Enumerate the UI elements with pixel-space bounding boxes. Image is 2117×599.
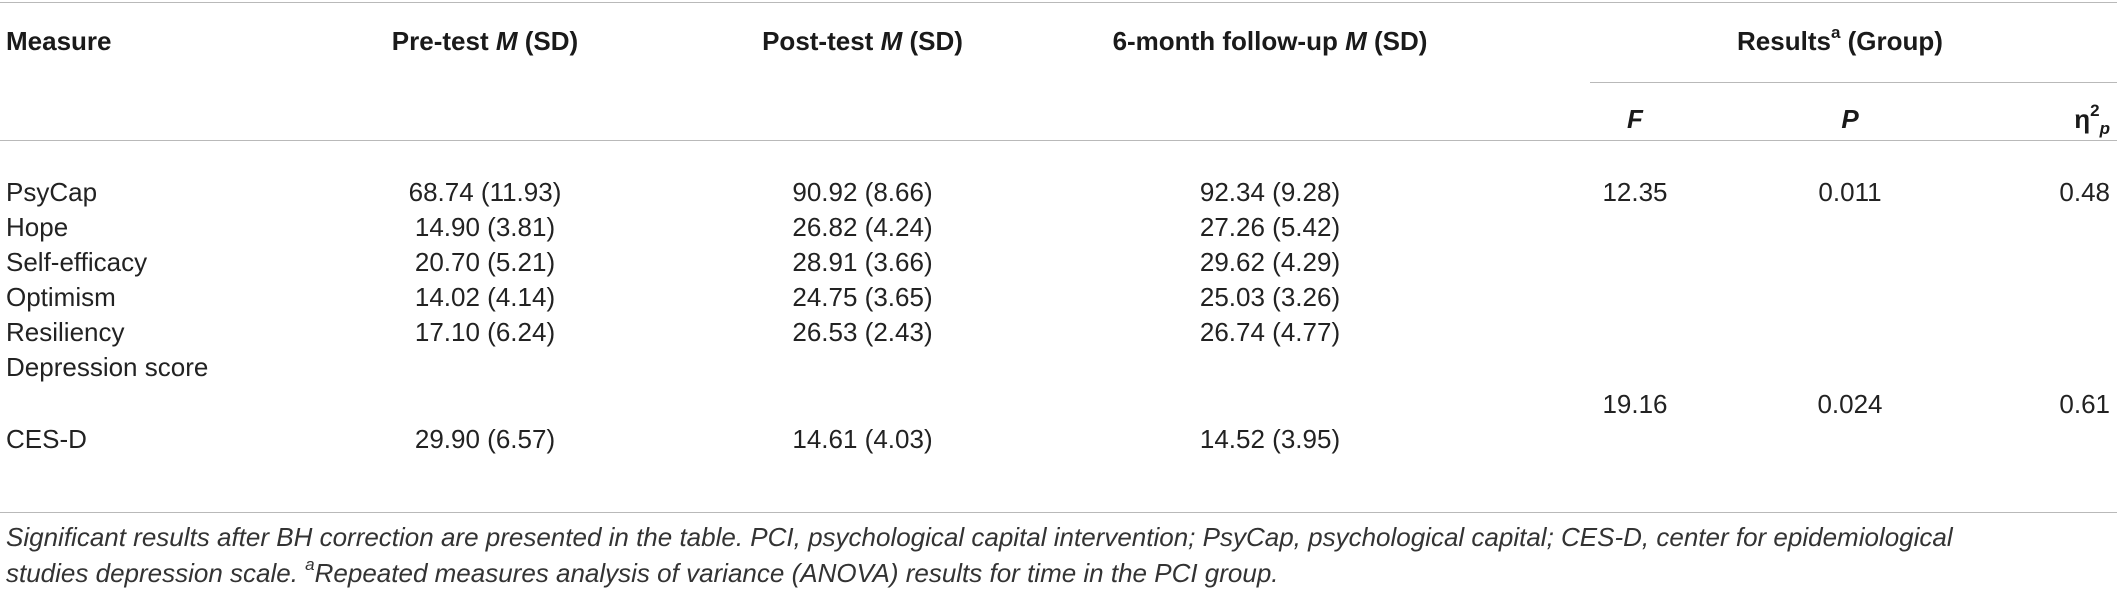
cell-measure: Depression score xyxy=(6,352,209,382)
cell-posttest: 26.53 (2.43) xyxy=(792,317,933,347)
cell-measure: PsyCap xyxy=(6,177,98,207)
cell-pretest: 14.02 (4.14) xyxy=(414,282,556,312)
cell-posttest: 28.91 (3.66) xyxy=(792,247,933,277)
cell-followup: 26.74 (4.77) xyxy=(1199,317,1341,347)
cell-f: 19.16 xyxy=(1602,389,1668,419)
header-followup: 6-month follow-up M (SD) xyxy=(1112,26,1428,56)
cell-pretest: 68.74 (11.93) xyxy=(408,177,562,207)
cell-followup: 27.26 (5.42) xyxy=(1199,212,1341,242)
header-p: P xyxy=(1841,104,1859,134)
header-results-group: Resultsa (Group) xyxy=(1737,23,1943,56)
cell-posttest: 90.92 (8.66) xyxy=(792,177,933,207)
cell-posttest: 26.82 (4.24) xyxy=(792,212,933,242)
cell-measure: Self-efficacy xyxy=(6,247,148,277)
cell-f: 12.35 xyxy=(1602,177,1668,207)
header-posttest: Post-test M (SD) xyxy=(762,26,963,56)
cell-eta: 0.48 xyxy=(2059,177,2110,207)
cell-followup: 29.62 (4.29) xyxy=(1199,247,1341,277)
table-footnote: Significant results after BH correction … xyxy=(6,519,2106,591)
cell-measure: CES-D xyxy=(6,424,87,454)
header-pretest: Pre-test M (SD) xyxy=(391,26,579,56)
table-top-rule xyxy=(0,2,2117,3)
cell-measure: Hope xyxy=(6,212,69,242)
cell-pretest: 20.70 (5.21) xyxy=(414,247,556,277)
cell-pretest: 14.90 (3.81) xyxy=(414,212,556,242)
cell-posttest: 24.75 (3.65) xyxy=(792,282,933,312)
footnote-line-1: Significant results after BH correction … xyxy=(6,522,1953,552)
cell-pretest: 29.90 (6.57) xyxy=(414,424,556,454)
table-bottom-rule xyxy=(0,512,2117,513)
results-group-rule xyxy=(1590,82,2117,83)
cell-eta: 0.61 xyxy=(2059,389,2110,419)
cell-measure: Optimism xyxy=(6,282,116,312)
cell-followup: 92.34 (9.28) xyxy=(1199,177,1341,207)
cell-posttest: 14.61 (4.03) xyxy=(792,424,933,454)
footnote-line-2: studies depression scale. aRepeated meas… xyxy=(6,555,1279,588)
header-bottom-rule xyxy=(0,140,2117,141)
header-measure: Measure xyxy=(6,26,112,56)
header-eta-squared-p: η2p xyxy=(2074,101,2110,139)
cell-followup: 14.52 (3.95) xyxy=(1199,424,1341,454)
header-f: F xyxy=(1627,104,1643,134)
cell-measure: Resiliency xyxy=(6,317,125,347)
cell-p: 0.024 xyxy=(1817,389,1883,419)
cell-followup: 25.03 (3.26) xyxy=(1199,282,1341,312)
cell-p: 0.011 xyxy=(1818,177,1882,207)
cell-pretest: 17.10 (6.24) xyxy=(414,317,556,347)
